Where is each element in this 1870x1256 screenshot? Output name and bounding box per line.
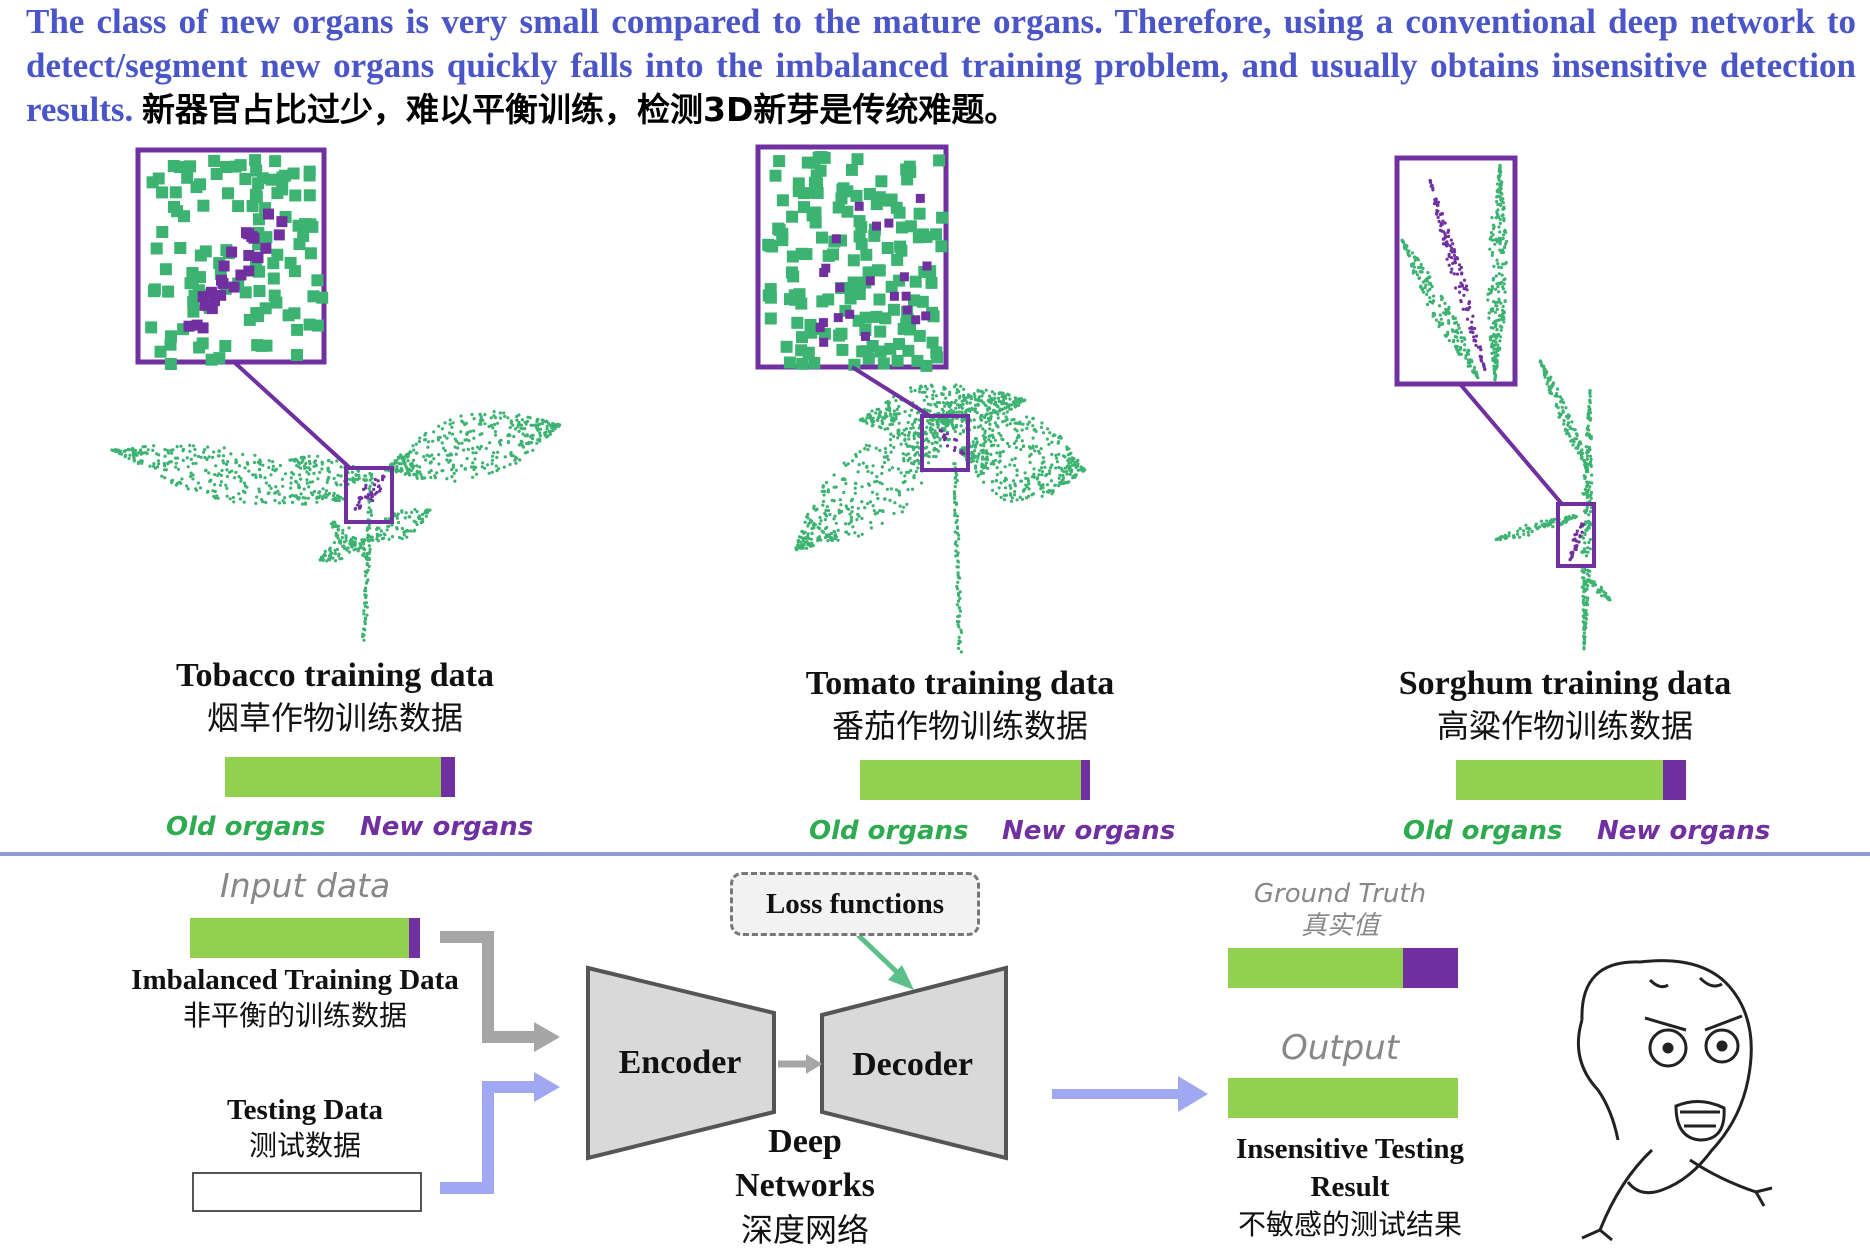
caption-tobacco-cn: 烟草作物训练数据 (206, 699, 463, 737)
caption-tomato-cn: 番茄作物训练数据 (831, 707, 1088, 745)
loss-arrow (888, 965, 914, 990)
ratio-bar-tobacco-new (441, 757, 455, 797)
ratio-bar-tomato (860, 760, 1090, 800)
output-label: Output (1280, 1028, 1400, 1068)
test-data-cn: 测试数据 (248, 1129, 361, 1162)
output-bar (1228, 1078, 1458, 1118)
legend-new-sorghum: New organs (1597, 816, 1771, 846)
legend-old-sorghum: Old organs (1403, 816, 1563, 846)
section-divider (0, 852, 1870, 856)
intro-chinese: 新器官占比过少，难以平衡训练，检测3D新芽是传统难题。 (142, 90, 1018, 129)
tomato-plant-icon (794, 383, 1087, 654)
train-data-en: Imbalanced Training Data (131, 964, 459, 996)
output-arrow (1178, 1076, 1208, 1112)
caption-sorghum-en: Sorghum training data (1398, 665, 1732, 702)
train-arrow (440, 931, 540, 1043)
loss-functions-box: Loss functions (730, 872, 980, 936)
train-bar-new (408, 918, 420, 958)
input-data-label: Input data (220, 866, 391, 905)
caption-sorghum-cn: 高粱作物训练数据 (1436, 707, 1693, 745)
ground-truth-bar-old (1228, 948, 1403, 988)
train-data-caption: Imbalanced Training Data 非平衡的训练数据 (110, 962, 480, 1034)
decoder-block (820, 965, 1008, 1161)
test-arrow (440, 1081, 540, 1194)
network-caption: Deep Networks 深度网络 (690, 1120, 920, 1252)
ratio-bar-tobacco-old (225, 757, 442, 797)
sorghum-plant-icon (1494, 359, 1612, 651)
result-caption: Insensitive Testing Result 不敏感的测试结果 (1200, 1130, 1500, 1244)
sorghum-zoom (1394, 155, 1596, 568)
ratio-bar-sorghum-new (1663, 760, 1686, 800)
legend-old-tobacco: Old organs (166, 812, 326, 842)
intro-paragraph: The class of new organs is very small co… (26, 0, 1856, 132)
tomato-zoom (755, 144, 970, 472)
encoder-label: Encoder (618, 1044, 742, 1081)
tobacco-plant-icon (110, 410, 562, 642)
network-en-2: Networks (735, 1167, 875, 1204)
result-en-2: Result (1310, 1171, 1390, 1203)
encoder-block (586, 965, 776, 1161)
caption-tomato-en: Tomato training data (805, 665, 1115, 702)
result-en-1: Insensitive Testing (1235, 1133, 1465, 1165)
enc-dec-arrow (806, 1054, 822, 1074)
intro-english: The class of new organs is very small co… (26, 2, 1856, 129)
ratio-bar-tomato-old (860, 760, 1081, 800)
tobacco-zoom (135, 147, 394, 524)
legend-new-tomato: New organs (1002, 816, 1176, 846)
output-bar-old (1228, 1078, 1458, 1118)
legend-old-tomato: Old organs (809, 816, 969, 846)
ratio-bar-tobacco (225, 757, 455, 797)
train-bar (190, 918, 420, 958)
caption-sorghum: Sorghum training data 高粱作物训练数据 (1350, 663, 1780, 747)
ground-truth-bar (1228, 948, 1458, 988)
ground-truth-label: Ground Truth 真实值 (1230, 878, 1450, 942)
caption-tobacco-en: Tobacco training data (175, 657, 494, 694)
ratio-bar-sorghum-old (1456, 760, 1663, 800)
decoder-label: Decoder (852, 1046, 973, 1083)
test-data-caption: Testing Data 测试数据 (190, 1092, 420, 1164)
ground-truth-bar-new (1402, 948, 1458, 988)
legend-new-tobacco: New organs (360, 812, 534, 842)
caption-tomato: Tomato training data 番茄作物训练数据 (745, 663, 1175, 747)
caption-tobacco: Tobacco training data 烟草作物训练数据 (120, 655, 550, 739)
ratio-bar-sorghum (1456, 760, 1686, 800)
test-data-en: Testing Data (226, 1094, 384, 1126)
test-bar (192, 1172, 422, 1212)
angry-face-icon (1576, 959, 1773, 1242)
ground-truth-cn: 真实值 (1300, 911, 1379, 941)
train-bar-old (190, 918, 409, 958)
ground-truth-en: Ground Truth (1253, 879, 1427, 909)
train-data-cn: 非平衡的训练数据 (182, 999, 407, 1032)
network-cn: 深度网络 (740, 1211, 869, 1249)
ratio-bar-tomato-new (1080, 760, 1090, 800)
result-cn: 不敏感的测试结果 (1237, 1208, 1462, 1241)
network-en-1: Deep (768, 1123, 842, 1160)
